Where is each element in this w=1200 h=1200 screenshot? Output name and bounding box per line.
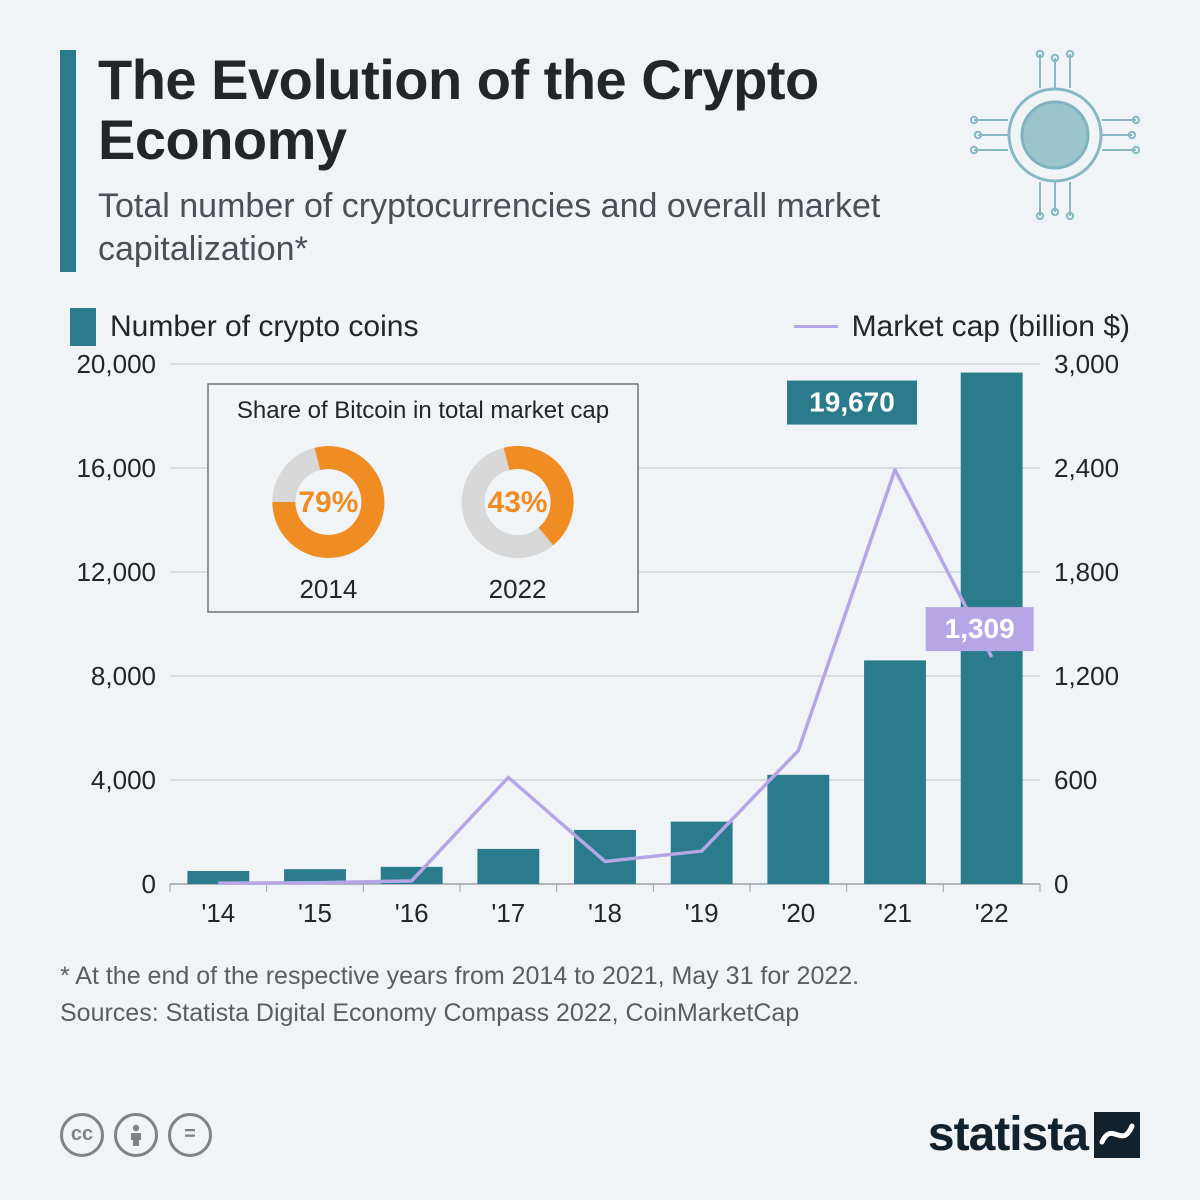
svg-text:2,400: 2,400: [1054, 453, 1119, 483]
legend-line-label: Market cap (billion $): [852, 310, 1130, 344]
cc-nd-icon: =: [168, 1113, 212, 1157]
svg-text:1,800: 1,800: [1054, 557, 1119, 587]
brand-text: statista: [928, 1107, 1088, 1162]
crypto-chart: 0 4,000 8,000 12,000 16,000 20,000 0 600 1,200 1,…: [60, 354, 1140, 934]
svg-text:43%: 43%: [488, 486, 548, 519]
svg-text:'20: '20: [781, 898, 815, 928]
svg-text:'15: '15: [298, 898, 332, 928]
page-subtitle: Total number of cryptocurrencies and ove…: [98, 185, 948, 272]
svg-text:'16: '16: [395, 898, 429, 928]
cc-by-icon: [114, 1113, 158, 1157]
svg-text:'14: '14: [201, 898, 235, 928]
brand-logo: statista: [928, 1107, 1140, 1162]
chip-icon: [970, 50, 1140, 220]
svg-text:2022: 2022: [489, 574, 547, 604]
brand-mark-icon: [1094, 1112, 1140, 1158]
svg-text:0: 0: [142, 869, 156, 899]
title-accent-bar: [60, 50, 76, 272]
svg-text:'22: '22: [975, 898, 1009, 928]
footnote-line-2: Sources: Statista Digital Economy Compas…: [60, 995, 1140, 1033]
svg-text:Share of Bitcoin in total mark: Share of Bitcoin in total market cap: [237, 397, 609, 424]
svg-text:600: 600: [1054, 765, 1097, 795]
cc-icon: cc: [60, 1113, 104, 1157]
svg-text:0: 0: [1054, 869, 1068, 899]
legend-bars: Number of crypto coins: [70, 308, 418, 346]
svg-text:4,000: 4,000: [91, 765, 156, 795]
legend-line: Market cap (billion $): [794, 308, 1130, 346]
svg-text:'17: '17: [491, 898, 525, 928]
svg-text:2014: 2014: [299, 574, 357, 604]
svg-text:12,000: 12,000: [76, 557, 156, 587]
svg-text:20,000: 20,000: [76, 354, 156, 379]
svg-text:8,000: 8,000: [91, 661, 156, 691]
legend-bars-label: Number of crypto coins: [110, 310, 418, 344]
svg-text:19,670: 19,670: [809, 387, 895, 418]
svg-text:'21: '21: [878, 898, 912, 928]
page-title: The Evolution of the Crypto Economy: [98, 50, 948, 171]
license-icons: cc =: [60, 1113, 212, 1157]
svg-text:1,309: 1,309: [945, 613, 1015, 644]
footnote: * At the end of the respective years fro…: [60, 958, 1140, 1033]
svg-text:3,000: 3,000: [1054, 354, 1119, 379]
legend-bars-swatch: [70, 308, 96, 346]
svg-text:1,200: 1,200: [1054, 661, 1119, 691]
footnote-line-1: * At the end of the respective years fro…: [60, 958, 1140, 996]
svg-text:79%: 79%: [298, 486, 358, 519]
svg-text:16,000: 16,000: [76, 453, 156, 483]
svg-text:'18: '18: [588, 898, 622, 928]
legend-line-swatch: [794, 325, 838, 328]
svg-text:'19: '19: [685, 898, 719, 928]
